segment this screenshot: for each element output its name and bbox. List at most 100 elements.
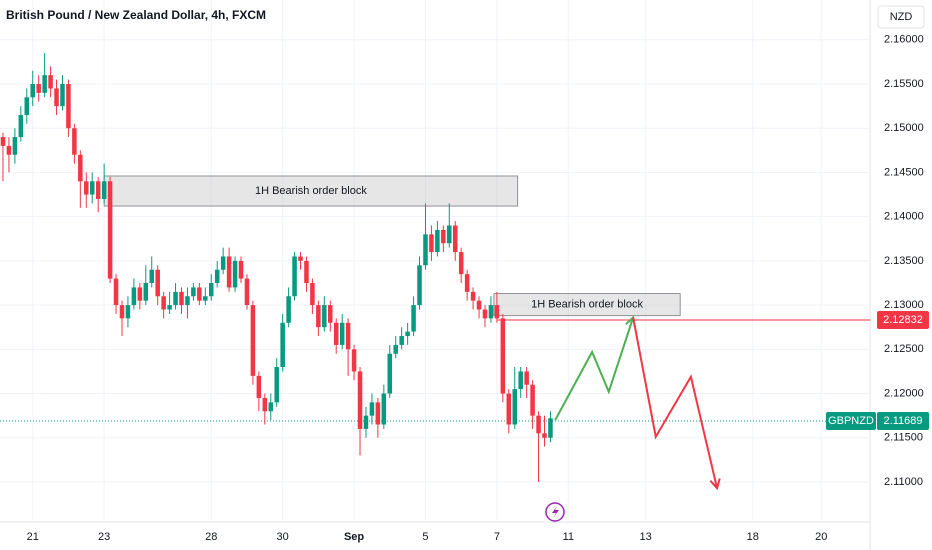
candle-body — [226, 256, 232, 288]
candle-body — [155, 269, 160, 297]
order-block — [493, 293, 681, 317]
candle-body — [185, 296, 190, 306]
x-tick-label: 21 — [27, 531, 39, 543]
candle-body — [458, 252, 464, 275]
y-tick-label: 2.13000 — [884, 299, 924, 311]
candle-body — [84, 181, 89, 195]
candle-body — [411, 305, 416, 332]
candle-body — [131, 287, 137, 306]
projection-path — [554, 317, 635, 421]
x-tick-label: 28 — [205, 531, 217, 543]
candle-body — [328, 305, 333, 323]
candle-body — [286, 296, 291, 323]
x-tick-label: 18 — [747, 531, 759, 543]
candle-body — [375, 402, 381, 425]
candle-body — [72, 128, 77, 155]
x-tick-label: 7 — [494, 531, 500, 543]
candle-body — [250, 305, 256, 376]
candle-body — [512, 389, 518, 425]
candle-body — [333, 322, 339, 345]
candle-body — [244, 278, 250, 306]
last-price-box — [877, 412, 929, 431]
last-price: 2.11689 — [884, 415, 923, 427]
candle-body — [280, 322, 285, 368]
projection-arrowhead — [709, 478, 721, 491]
symbol-label: GBPNZD — [828, 415, 874, 427]
currency-box[interactable] — [877, 5, 925, 29]
candle-body — [36, 84, 41, 93]
y-tick-label: 2.13500 — [884, 255, 924, 267]
candle-body — [30, 84, 35, 98]
candle-body — [524, 371, 529, 385]
candle-body — [494, 305, 500, 319]
candle-body — [393, 344, 398, 354]
y-tick-label: 2.14500 — [884, 166, 924, 178]
candle-body — [304, 260, 309, 283]
candle-body — [89, 181, 95, 195]
candle-body — [452, 225, 458, 253]
candle-body — [149, 269, 155, 283]
candle-body — [506, 393, 512, 425]
marks — [0, 53, 870, 491]
candle-body — [530, 384, 535, 416]
order-block-label: 1H Bearish order block — [531, 299, 643, 311]
grid — [0, 0, 870, 520]
chart-title: British Pound / New Zealand Dollar, 4h, … — [6, 8, 266, 22]
candle-body — [95, 181, 101, 199]
candle-body — [197, 287, 202, 301]
candle-body — [54, 88, 59, 107]
candle-body — [125, 305, 131, 319]
candle-body — [536, 415, 541, 434]
level-price-box — [877, 310, 929, 329]
candle-body — [78, 154, 83, 182]
candle-body — [476, 300, 482, 310]
candle-body — [316, 305, 321, 328]
candle-body — [179, 291, 184, 306]
candle-body — [298, 256, 303, 261]
labels: 2.16000 2.15500 2.15000 2.14500 2.14000 2.135… — [27, 34, 929, 543]
candle-body — [447, 225, 452, 244]
candle-body — [12, 137, 18, 155]
x-tick-label: 5 — [422, 531, 428, 543]
candle-body — [363, 415, 369, 429]
candle-body — [167, 305, 172, 310]
candle-body — [310, 282, 315, 306]
candle-body — [42, 75, 47, 93]
candle-body — [256, 375, 262, 398]
candle-body — [369, 402, 375, 416]
candle-body — [542, 433, 547, 438]
candle-body — [161, 296, 166, 310]
candle-body — [48, 75, 53, 89]
candle-body — [381, 393, 387, 425]
candle-body — [292, 256, 297, 297]
y-tick-label: 2.16000 — [884, 34, 924, 46]
candle-body — [119, 305, 125, 319]
candle-body — [66, 84, 71, 129]
candle-body — [518, 371, 523, 390]
x-tick-label: 13 — [640, 531, 652, 543]
candle-body — [274, 367, 279, 403]
projection-path — [632, 317, 719, 489]
symbol-box — [826, 412, 876, 431]
order-block — [103, 175, 519, 207]
x-tick-label: 11 — [563, 531, 574, 543]
candle-body — [18, 114, 24, 138]
candle-body — [113, 278, 119, 306]
candle-body — [345, 322, 351, 350]
candle-body — [423, 234, 428, 266]
candle-body — [482, 309, 488, 319]
candle-body — [238, 260, 244, 279]
candle-body — [435, 229, 440, 253]
y-tick-label: 2.12000 — [884, 387, 924, 399]
y-tick-label: 2.11000 — [884, 476, 923, 488]
candle-body — [405, 331, 410, 337]
y-tick-label: 2.15500 — [884, 78, 924, 90]
candle-body — [173, 291, 178, 306]
candle-body — [470, 291, 476, 301]
candle-body — [322, 305, 327, 328]
candle-body — [429, 234, 434, 253]
candle-body — [339, 322, 345, 345]
candle-body — [548, 418, 553, 438]
candle-body — [220, 256, 226, 270]
candle-body — [500, 318, 506, 394]
